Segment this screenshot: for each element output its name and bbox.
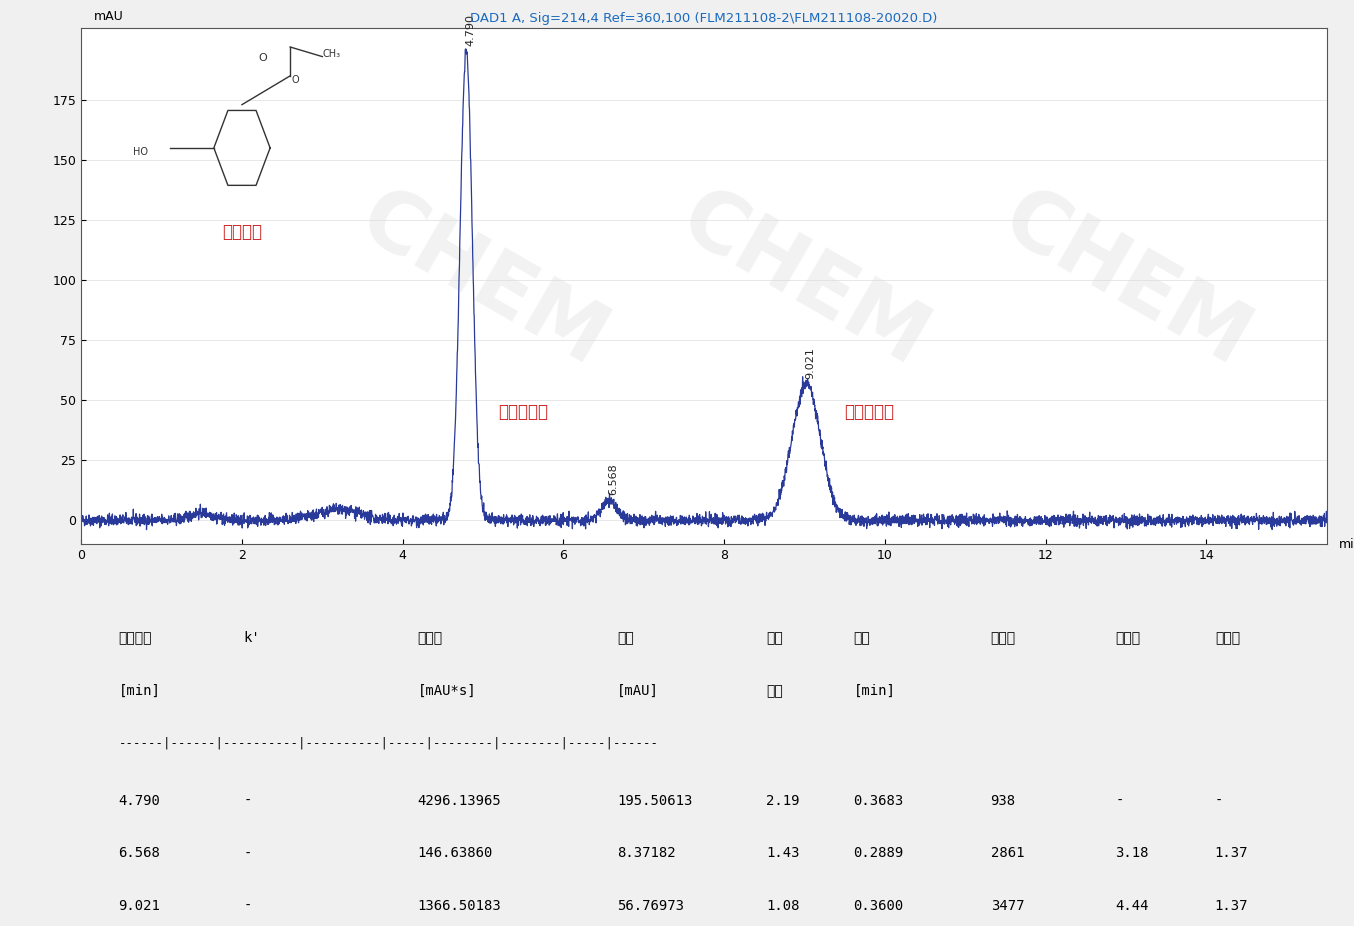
Text: CHEM: CHEM xyxy=(668,177,942,382)
Text: [mAU*s]: [mAU*s] xyxy=(417,683,477,698)
Text: 塔板数: 塔板数 xyxy=(991,632,1016,645)
Text: [min]: [min] xyxy=(853,683,895,698)
Text: 2861: 2861 xyxy=(991,846,1024,860)
Text: -: - xyxy=(1215,795,1223,808)
Text: 0.3600: 0.3600 xyxy=(853,899,904,913)
Text: CH₃: CH₃ xyxy=(322,48,340,58)
Text: CHEM: CHEM xyxy=(988,177,1263,382)
Text: 3.18: 3.18 xyxy=(1116,846,1148,860)
Text: min: min xyxy=(1339,538,1354,551)
Text: 分离度: 分离度 xyxy=(1116,632,1140,645)
Text: 1366.50183: 1366.50183 xyxy=(417,899,501,913)
Text: 1.08: 1.08 xyxy=(766,899,800,913)
Title: DAD1 A, Sig=214,4 Ref=360,100 (FLM211108-2\FLM211108-20020.D): DAD1 A, Sig=214,4 Ref=360,100 (FLM211108… xyxy=(470,12,938,25)
Text: 1.37: 1.37 xyxy=(1215,846,1248,860)
Text: 峰宽: 峰宽 xyxy=(853,632,871,645)
Text: 9.021: 9.021 xyxy=(119,899,161,913)
Text: 4.790: 4.790 xyxy=(466,14,475,45)
Text: HO: HO xyxy=(134,147,149,157)
Text: 0.3683: 0.3683 xyxy=(853,795,904,808)
Text: 3477: 3477 xyxy=(991,899,1024,913)
Text: 56.76973: 56.76973 xyxy=(617,899,684,913)
Text: 因子: 因子 xyxy=(766,683,783,698)
Text: 6.568: 6.568 xyxy=(608,464,619,495)
Text: 1.37: 1.37 xyxy=(1215,899,1248,913)
Text: O: O xyxy=(259,54,267,63)
Text: 8.37182: 8.37182 xyxy=(617,846,676,860)
Text: 146.63860: 146.63860 xyxy=(417,846,493,860)
Text: 2.19: 2.19 xyxy=(766,795,800,808)
Text: -: - xyxy=(244,899,252,913)
Text: -: - xyxy=(1116,795,1124,808)
Text: O: O xyxy=(292,75,299,85)
Text: CHEM: CHEM xyxy=(345,177,620,382)
Text: 4296.13965: 4296.13965 xyxy=(417,795,501,808)
Text: ------|------|----------|----------|-----|--------|--------|-----|------: ------|------|----------|----------|----… xyxy=(119,736,658,749)
Text: -: - xyxy=(244,846,252,860)
Text: 峰面积: 峰面积 xyxy=(417,632,443,645)
Text: k': k' xyxy=(244,632,260,645)
Text: 0.2889: 0.2889 xyxy=(853,846,904,860)
Text: 选择性: 选择性 xyxy=(1215,632,1240,645)
Text: 峰高: 峰高 xyxy=(617,632,634,645)
Text: [min]: [min] xyxy=(119,683,161,698)
Text: mAU: mAU xyxy=(93,9,123,22)
Text: 9.021: 9.021 xyxy=(806,347,815,379)
Text: 羟苯乙酯: 羟苯乙酯 xyxy=(222,223,261,241)
Text: -: - xyxy=(244,795,252,808)
Text: 1.43: 1.43 xyxy=(766,846,800,860)
Text: 195.50613: 195.50613 xyxy=(617,795,692,808)
Text: [mAU]: [mAU] xyxy=(617,683,659,698)
Text: 4.790: 4.790 xyxy=(119,795,161,808)
Text: 938: 938 xyxy=(991,795,1016,808)
Text: 4.44: 4.44 xyxy=(1116,899,1148,913)
Text: 6.568: 6.568 xyxy=(119,846,161,860)
Text: 保留时间: 保留时间 xyxy=(119,632,152,645)
Text: 对称: 对称 xyxy=(766,632,783,645)
Text: 葡萄糖酸钒: 葡萄糖酸钒 xyxy=(844,403,894,421)
Text: 葡萄糖内酯: 葡萄糖内酯 xyxy=(498,403,548,421)
